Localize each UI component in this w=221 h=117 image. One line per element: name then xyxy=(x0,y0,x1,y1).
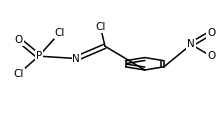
Text: Cl: Cl xyxy=(55,28,65,38)
Text: P: P xyxy=(36,51,42,61)
Text: N: N xyxy=(187,39,195,49)
Text: O: O xyxy=(207,51,215,61)
Text: Cl: Cl xyxy=(95,22,106,33)
Text: O: O xyxy=(207,28,215,38)
Text: N: N xyxy=(72,53,80,64)
Text: Cl: Cl xyxy=(14,69,24,79)
Text: O: O xyxy=(15,35,23,45)
